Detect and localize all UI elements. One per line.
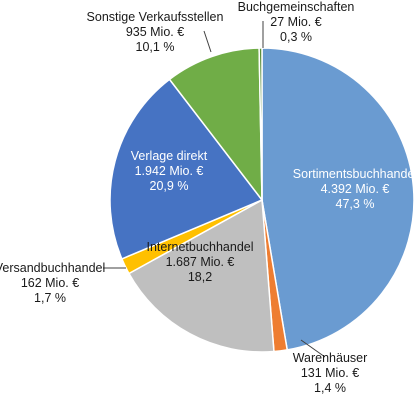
slice-percent: 47,3 %: [336, 197, 375, 211]
slice-percent: 18,2: [188, 270, 212, 284]
slice-percent: 10,1 %: [136, 40, 175, 54]
slice-buchgemeinschaften: [258, 47, 263, 201]
slice-name: Warenhäuser: [293, 351, 368, 365]
slice-label: Sonstige Verkaufsstellen 935 Mio. €10,1 %: [87, 10, 224, 54]
leader-lines-layer: [103, 21, 326, 358]
slice-label: Buchgemeinschaften 27 Mio. €0,3 %: [238, 0, 355, 44]
slice-percent: 20,9 %: [150, 179, 189, 193]
slice-name: Versandbuchhandel: [0, 261, 105, 275]
slice-sonstige-verkaufsstellen: [168, 47, 263, 203]
slice-sortimentsbuchhandel: [261, 47, 415, 351]
slice-label: Warenhäuser 131 Mio. €1,4 %: [293, 351, 368, 395]
slice-name: Sonstige Verkaufsstellen: [87, 10, 224, 24]
slice-value: 162 Mio. €: [21, 276, 79, 290]
slice-value: 1.687 Mio. €: [166, 255, 235, 269]
leader-line: [300, 339, 326, 358]
slice-value: 27 Mio. €: [270, 15, 321, 29]
leader-line: [203, 30, 212, 53]
slice-name: Buchgemeinschaften: [238, 0, 355, 14]
slice-internetbuchhandel: [127, 198, 275, 353]
slice-percent: 1,4 %: [314, 381, 346, 395]
slice-name: Internetbuchhandel: [146, 240, 253, 254]
labels-layer: Sortimentsbuchhandel 4.392 Mio. €47,3 % Wa…: [0, 0, 417, 395]
slice-label: Verlage direkt 1.942 Mio. €20,9 %: [131, 149, 208, 193]
slice-label: Sortimentsbuchhandel 4.392 Mio. €47,3 %: [293, 167, 417, 211]
slice-percent: 0,3 %: [280, 30, 312, 44]
slice-value: 935 Mio. €: [126, 25, 184, 39]
slice-label: Internetbuchhandel 1.687 Mio. €18,2: [146, 240, 253, 284]
slice-verlage-direkt: [109, 78, 264, 260]
slice-label: Versandbuchhandel 162 Mio. €1,7 %: [0, 261, 105, 305]
slice-name: Verlage direkt: [131, 149, 208, 163]
slice-name: Sortimentsbuchhandel: [293, 167, 417, 181]
slice-value: 4.392 Mio. €: [321, 182, 390, 196]
slice-percent: 1,7 %: [34, 291, 66, 305]
slices-layer: [109, 47, 415, 353]
slice-value: 1.942 Mio. €: [135, 164, 204, 178]
slice-value: 131 Mio. €: [301, 366, 359, 380]
